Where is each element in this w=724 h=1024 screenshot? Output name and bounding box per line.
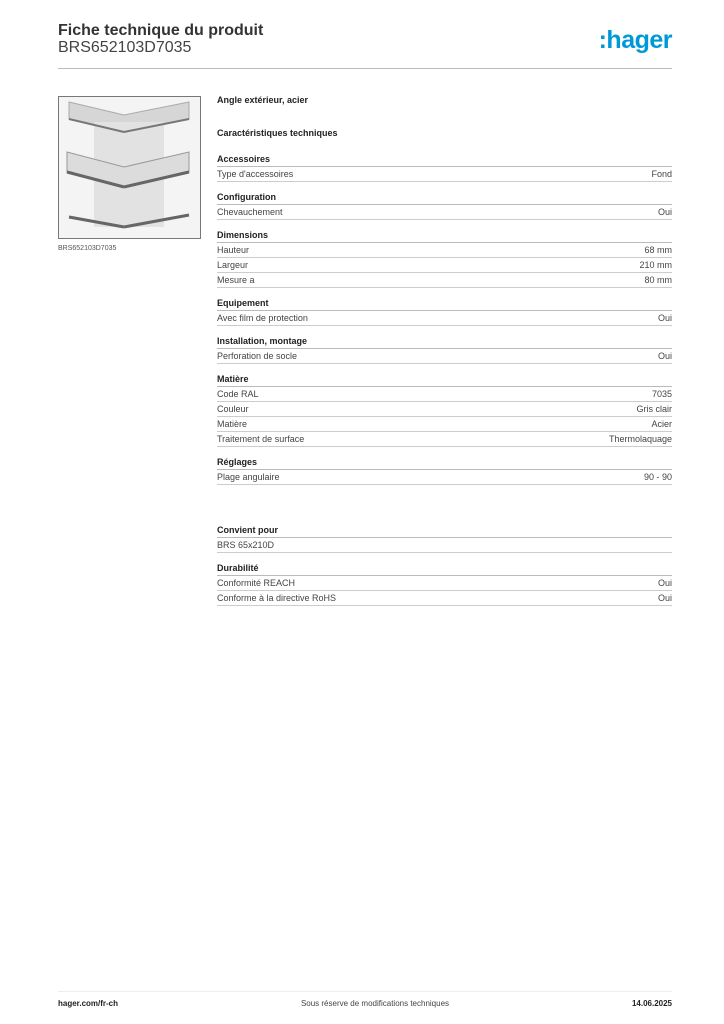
spec-section: Réglages Plage angulaire 90 - 90 — [217, 455, 672, 485]
spec-label: Avec film de protection — [217, 313, 308, 323]
spec-label: Traitement de surface — [217, 434, 305, 444]
spec-value: Oui — [657, 207, 672, 217]
spec-value: Acier — [651, 419, 672, 429]
spec-label: Matière — [217, 419, 248, 429]
product-description: Angle extérieur, acier — [217, 95, 309, 105]
product-reference: BRS652103D7035 — [58, 39, 192, 56]
spec-value: 210 mm — [639, 260, 672, 270]
spec-section: Accessoires Type d'accessoires Fond — [217, 152, 672, 182]
spec-label: Perforation de socle — [217, 351, 298, 361]
section-title: Durabilité — [217, 561, 672, 576]
spec-section: Equipement Avec film de protection Oui — [217, 296, 672, 326]
spec-row: Couleur Gris clair — [217, 402, 672, 417]
spec-label: BRS 65x210D — [217, 540, 275, 550]
section-title: Matière — [217, 372, 672, 387]
spec-value: Oui — [657, 578, 672, 588]
footer-divider — [58, 991, 672, 992]
page-title: Fiche technique du produit — [58, 22, 264, 39]
spec-label: Hauteur — [217, 245, 250, 255]
spec-row: Traitement de surface Thermolaquage — [217, 432, 672, 447]
spec-row: Code RAL 7035 — [217, 387, 672, 402]
spec-row: Type d'accessoires Fond — [217, 167, 672, 182]
spec-label: Plage angulaire — [217, 472, 280, 482]
section-title: Dimensions — [217, 228, 672, 243]
spec-value: Gris clair — [636, 404, 673, 414]
spec-content: Angle extérieur, acier Caractéristiques … — [217, 95, 672, 614]
spec-row: Perforation de socle Oui — [217, 349, 672, 364]
spec-row: Matière Acier — [217, 417, 672, 432]
spec-label: Mesure a — [217, 275, 255, 285]
spec-label: Conforme à la directive RoHS — [217, 593, 337, 603]
spec-row: Mesure a 80 mm — [217, 273, 672, 288]
spec-label: Conformité REACH — [217, 578, 296, 588]
spec-value: 90 - 90 — [643, 472, 672, 482]
spec-section: Durabilité Conformité REACH Oui Conforme à … — [217, 561, 672, 606]
footer-site: hager.com/fr-ch — [58, 999, 119, 1008]
spec-row: BRS 65x210D — [217, 538, 672, 553]
spec-label: Chevauchement — [217, 207, 283, 217]
section-title: Installation, montage — [217, 334, 672, 349]
spec-row: Chevauchement Oui — [217, 205, 672, 220]
spec-value: Oui — [657, 313, 672, 323]
spec-row: Avec film de protection Oui — [217, 311, 672, 326]
header-divider — [58, 68, 672, 69]
footer-note: Sous réserve de modifications techniques — [300, 999, 450, 1008]
section-title: Configuration — [217, 190, 672, 205]
image-caption: BRS652103D7035 — [58, 245, 117, 252]
spec-value: 80 mm — [644, 275, 672, 285]
footer-date: 14.06.2025 — [631, 999, 672, 1008]
spec-label: Type d'accessoires — [217, 169, 294, 179]
spec-section: Convient pour BRS 65x210D — [217, 523, 672, 553]
spec-section: Installation, montage Perforation de socl… — [217, 334, 672, 364]
spec-section: Configuration Chevauchement Oui — [217, 190, 672, 220]
section-title: Equipement — [217, 296, 672, 311]
spec-row: Conformité REACH Oui — [217, 576, 672, 591]
spec-row: Hauteur 68 mm — [217, 243, 672, 258]
spec-row: Largeur 210 mm — [217, 258, 672, 273]
spec-section: Matière Code RAL 7035 Couleur Gris clair Mati… — [217, 372, 672, 447]
tech-title: Caractéristiques techniques — [217, 128, 338, 138]
spec-label: Code RAL — [217, 389, 259, 399]
section-title: Convient pour — [217, 523, 672, 538]
spec-value: Oui — [657, 351, 672, 361]
spec-label: Couleur — [217, 404, 249, 414]
hager-logo: :hager — [598, 26, 673, 54]
spec-value: 7035 — [651, 389, 672, 399]
section-title: Réglages — [217, 455, 672, 470]
spec-section: Dimensions Hauteur 68 mm Largeur 210 mm Mesur… — [217, 228, 672, 288]
spec-value: 68 mm — [644, 245, 672, 255]
spec-value: Thermolaquage — [608, 434, 672, 444]
spec-row: Plage angulaire 90 - 90 — [217, 470, 672, 485]
spec-label: Largeur — [217, 260, 249, 270]
spec-value: Fond — [651, 169, 672, 179]
spec-row: Conforme à la directive RoHS Oui — [217, 591, 672, 606]
section-title: Accessoires — [217, 152, 672, 167]
spec-value: Oui — [657, 593, 672, 603]
footer: hager.com/fr-ch Sous réserve de modifica… — [58, 999, 672, 1008]
product-image — [58, 96, 201, 239]
